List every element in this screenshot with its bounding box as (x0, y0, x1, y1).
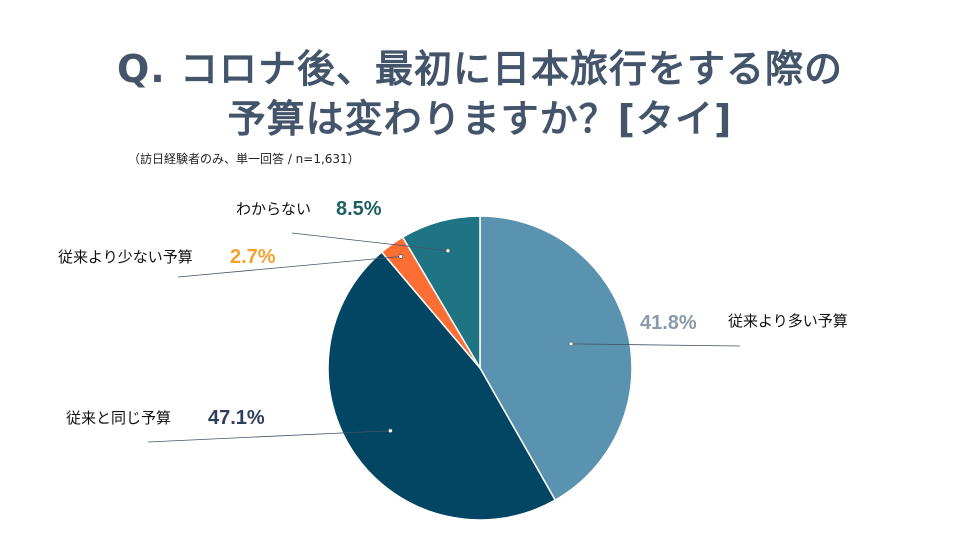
leader-lines (147, 232, 741, 443)
slice-label-same-budget: 従来と同じ予算 47.1% (66, 407, 265, 429)
category-label-dont-know: わからない (236, 200, 311, 218)
leader-line-same-budget (147, 430, 391, 443)
leader-dot-more-budget (568, 341, 574, 347)
data-label-less-budget: 2.7% (230, 246, 276, 268)
slice-label-more-budget: 41.8% 従来より多い予算 (640, 312, 848, 334)
chart-title-line-2: 予算は変わりますか？[タイ] (227, 97, 733, 141)
slice-label-dont-know: わからない 8.5% (236, 198, 382, 220)
chart-title-line-1: Q. コロナ後、最初に日本旅行をする際の (117, 47, 843, 91)
leader-line-more-budget (571, 343, 741, 347)
leader-dot-less-budget (398, 254, 404, 259)
pie-slice-more-budget (479, 215, 633, 502)
category-label-same-budget: 従来と同じ予算 (66, 409, 171, 427)
leader-line-dont-know (291, 232, 448, 252)
pie-slice-dont-know (401, 215, 481, 371)
pie-slice-same-budget (327, 250, 557, 521)
chart-subtitle: （訪日経験者のみ、単一回答 / n=1,631） (128, 152, 360, 166)
leader-dot-dont-know (445, 248, 451, 254)
pie-slices (327, 215, 633, 521)
data-label-more-budget: 41.8% (640, 312, 697, 334)
leader-dot-same-budget (387, 428, 393, 434)
leader-line-less-budget (177, 256, 401, 278)
data-label-same-budget: 47.1% (208, 407, 265, 429)
category-label-less-budget: 従来より少ない予算 (58, 248, 193, 266)
slice-label-less-budget: 従来より少ない予算 2.7% (58, 246, 276, 268)
category-label-more-budget: 従来より多い予算 (728, 312, 848, 330)
data-label-dont-know: 8.5% (336, 198, 382, 220)
